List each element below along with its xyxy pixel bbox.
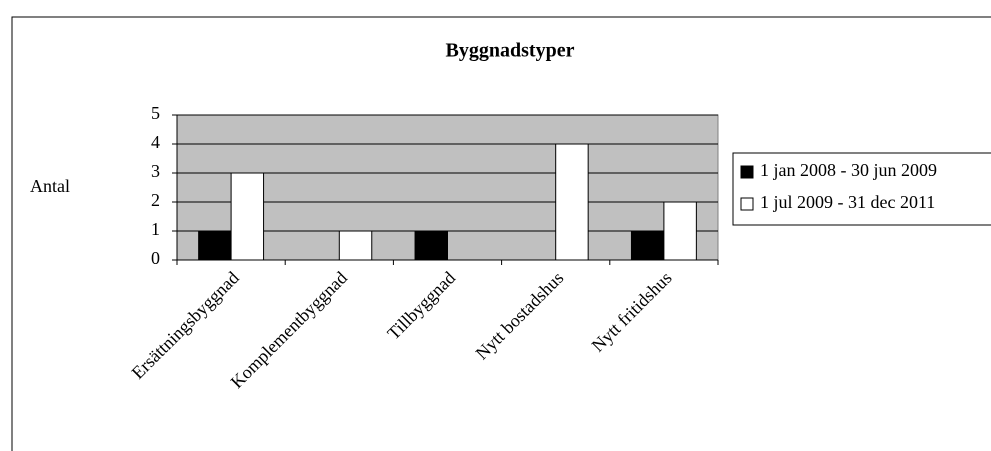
y-tick-label: 2 bbox=[151, 190, 160, 210]
y-axis-label: Antal bbox=[30, 176, 70, 196]
y-tick-label: 5 bbox=[151, 103, 160, 123]
y-tick-label: 4 bbox=[151, 132, 160, 152]
y-tick-label: 0 bbox=[151, 248, 160, 268]
bar bbox=[414, 230, 449, 261]
bar bbox=[555, 143, 589, 261]
legend-label: 1 jul 2009 - 31 dec 2011 bbox=[760, 192, 935, 212]
y-tick-label: 1 bbox=[151, 219, 160, 239]
legend-box bbox=[732, 152, 991, 226]
legend-swatch bbox=[740, 165, 754, 179]
y-tick-label: 3 bbox=[151, 161, 160, 181]
bar bbox=[630, 230, 665, 261]
bar bbox=[230, 172, 265, 261]
bar bbox=[663, 201, 697, 261]
bar bbox=[338, 230, 373, 261]
bar bbox=[198, 230, 232, 261]
chart-title: Byggnadstyper bbox=[446, 40, 575, 62]
legend-label: 1 jan 2008 - 30 jun 2009 bbox=[760, 160, 937, 180]
legend-swatch bbox=[740, 197, 754, 211]
